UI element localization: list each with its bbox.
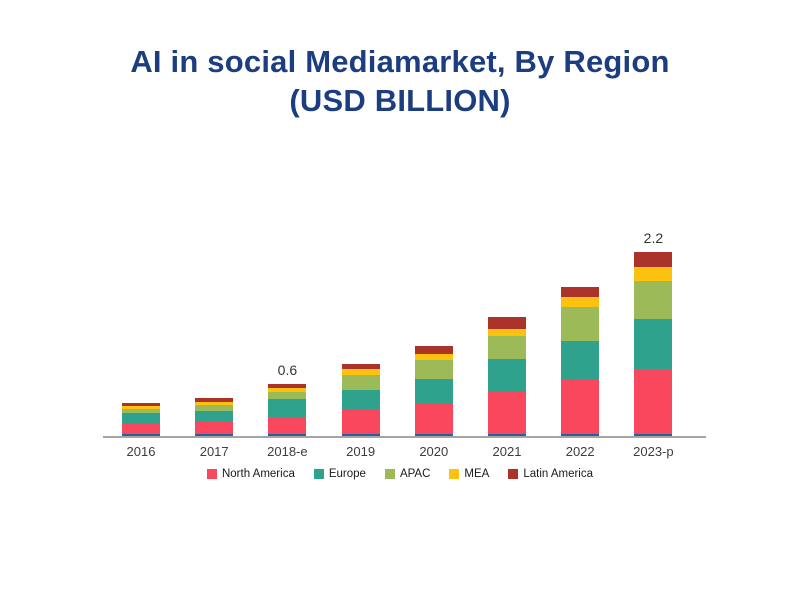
x-axis-label-2019: 2019 [346, 444, 376, 459]
segment-apac-2017 [195, 405, 234, 411]
legend-swatch-icon [206, 469, 217, 479]
segment-europe-2016 [122, 413, 160, 425]
segment-apac-2016 [122, 409, 160, 414]
x-axis-label-2020: 2020 [419, 444, 449, 459]
segment-north-america-2022 [561, 379, 600, 434]
x-axis-label-2016: 2016 [126, 444, 156, 459]
bar-base-strip [634, 433, 673, 436]
legend-label: MEA [464, 468, 490, 480]
legend-item-europe: Europe [313, 468, 366, 480]
bar-2018-e [268, 384, 307, 436]
segment-europe-2020 [414, 379, 453, 404]
legend-swatch-icon [384, 469, 395, 479]
segment-north-america-2021 [488, 391, 526, 434]
bar-2022 [561, 286, 600, 436]
legend-swatch-icon [449, 469, 460, 479]
bar-2019 [341, 363, 380, 436]
bar-base-strip [488, 433, 526, 436]
legend-item-apac: APAC [384, 468, 431, 480]
segment-latin-america-2023-p [634, 252, 673, 267]
legend-item-latin-america: Latin America [508, 468, 593, 480]
segment-latin-america-2016 [122, 402, 160, 406]
legend-item-north-america: North America [206, 468, 295, 480]
segment-europe-2021 [488, 358, 526, 392]
bar-base-strip [122, 433, 160, 436]
segment-europe-2017 [195, 410, 234, 422]
segment-apac-2018-e [268, 391, 307, 400]
segment-europe-2019 [341, 390, 380, 411]
segment-apac-2021 [488, 336, 526, 359]
legend-label: Latin America [523, 468, 594, 480]
segment-north-america-2017 [195, 421, 234, 434]
segment-mea-2017 [195, 401, 234, 406]
legend-swatch-icon [313, 469, 324, 479]
legend-swatch-icon [508, 469, 519, 479]
segment-latin-america-2020 [414, 345, 453, 354]
legend-label: Europe [328, 468, 366, 480]
segment-mea-2021 [488, 328, 526, 337]
legend-label: North America [221, 468, 295, 480]
legend-label: APAC [399, 468, 431, 480]
x-axis-label-2021: 2021 [492, 444, 522, 459]
segment-europe-2022 [561, 340, 600, 380]
bar-2017 [195, 397, 234, 436]
segment-latin-america-2018-e [268, 384, 307, 388]
segment-north-america-2023-p [634, 369, 673, 434]
bar-base-strip [341, 433, 380, 436]
segment-latin-america-2022 [561, 286, 600, 297]
segment-apac-2023-p [634, 281, 673, 320]
segment-mea-2018-e [268, 387, 307, 392]
segment-north-america-2020 [414, 403, 453, 434]
value-label-2023-p: 2.2 [643, 230, 664, 247]
x-axis-label-2022: 2022 [565, 444, 595, 459]
bar-2020 [414, 345, 453, 436]
chart-title: AI in social Mediamarket, By Region (USD … [0, 42, 800, 120]
bar-base-strip [195, 433, 234, 436]
legend: North America Europe APAC MEA Latin America [0, 468, 800, 480]
segment-europe-2018-e [268, 399, 307, 419]
segment-mea-2016 [122, 405, 160, 410]
bar-2023-p [634, 252, 673, 436]
chart-title-line1: AI in social Mediamarket, By Region [130, 44, 670, 79]
segment-mea-2022 [561, 296, 600, 308]
bar-base-strip [268, 433, 307, 436]
x-axis-label-2018-e: 2018-e [267, 444, 308, 459]
segment-mea-2020 [414, 353, 453, 361]
legend-item-mea: MEA [449, 468, 489, 480]
segment-latin-america-2019 [341, 363, 380, 369]
segment-latin-america-2021 [488, 317, 526, 329]
segment-mea-2019 [341, 368, 380, 376]
segment-north-america-2016 [122, 424, 160, 434]
segment-europe-2023-p [634, 319, 673, 370]
segment-latin-america-2017 [195, 397, 234, 402]
segment-apac-2020 [414, 360, 453, 380]
value-label-2018-e: 0.6 [277, 362, 298, 379]
segment-apac-2022 [561, 307, 600, 341]
segment-mea-2023-p [634, 266, 673, 282]
bar-2021 [488, 317, 526, 436]
bar-base-strip [561, 433, 600, 436]
bar-2016 [122, 402, 160, 436]
bar-base-strip [414, 433, 453, 436]
segment-north-america-2018-e [268, 418, 307, 434]
chart-title-line2: (USD BILLION) [289, 83, 511, 118]
segment-north-america-2019 [341, 410, 380, 434]
x-axis-label-2023-p: 2023-p [633, 444, 674, 459]
segment-apac-2019 [341, 375, 380, 391]
x-axis-label-2017: 2017 [199, 444, 229, 459]
x-axis-line [103, 436, 706, 438]
